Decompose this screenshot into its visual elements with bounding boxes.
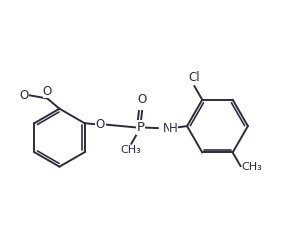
Text: CH₃: CH₃ xyxy=(121,145,142,155)
Text: Cl: Cl xyxy=(188,71,200,85)
Text: H: H xyxy=(169,123,177,136)
Text: O: O xyxy=(19,89,28,102)
Text: CH₃: CH₃ xyxy=(242,162,262,172)
Text: P: P xyxy=(137,121,145,134)
Text: N: N xyxy=(163,123,172,136)
Text: O: O xyxy=(43,85,52,98)
Text: O: O xyxy=(137,93,147,106)
Text: O: O xyxy=(96,118,105,131)
